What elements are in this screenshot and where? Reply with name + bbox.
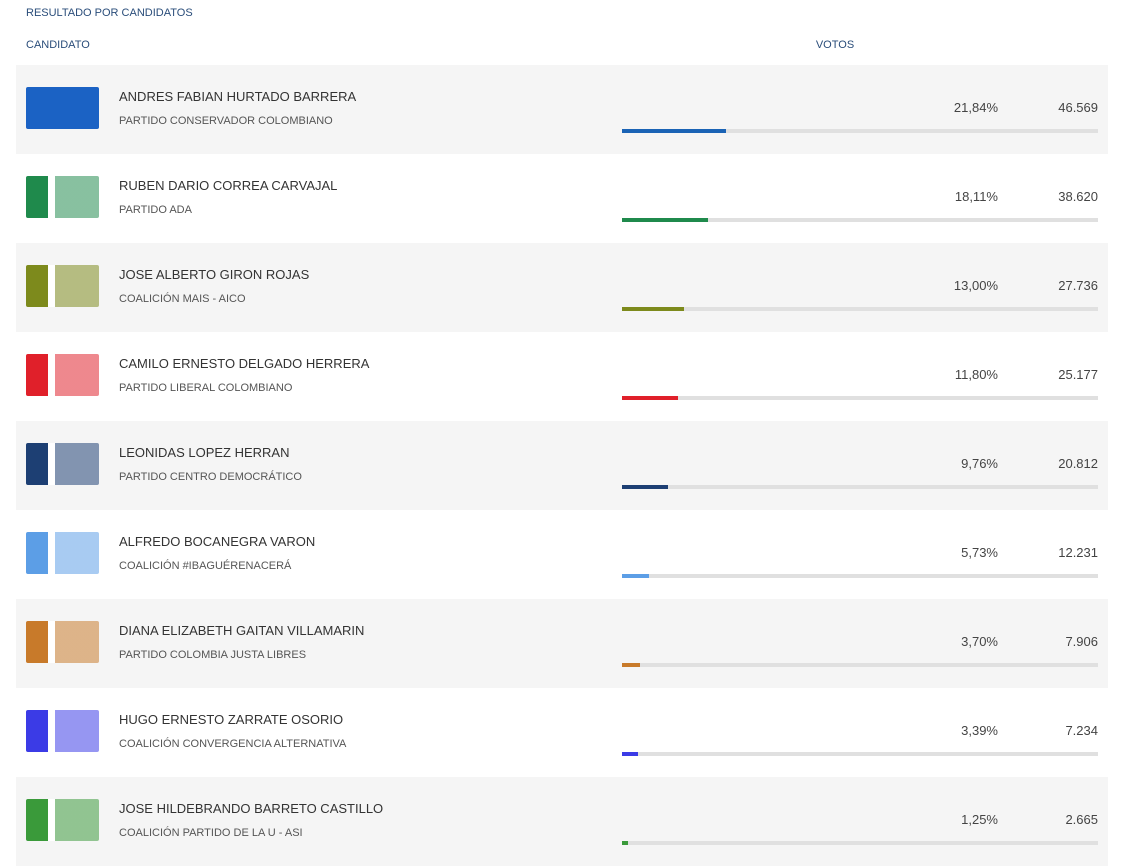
party-name: COALICIÓN MAIS - AICO: [119, 293, 246, 305]
candidate-row: JOSE ALBERTO GIRON ROJAS COALICIÓN MAIS -…: [16, 243, 1108, 332]
candidate-row: JOSE HILDEBRANDO BARRETO CASTILLO COALICI…: [16, 777, 1108, 866]
votes: 2.665: [1065, 812, 1098, 827]
votes: 7.906: [1065, 634, 1098, 649]
party-logo: [26, 87, 99, 129]
percent-bar: [622, 485, 669, 489]
candidate-name: JOSE ALBERTO GIRON ROJAS: [119, 267, 310, 282]
percent: 9,76%: [961, 456, 998, 471]
candidate-name: HUGO ERNESTO ZARRATE OSORIO: [119, 712, 344, 727]
party-logo: [26, 443, 99, 485]
bar-track: [622, 307, 1098, 311]
votes: 46.569: [1058, 100, 1098, 115]
percent: 11,80%: [954, 367, 998, 382]
bar-track: [622, 574, 1098, 578]
percent: 18,11%: [954, 189, 998, 204]
candidate-name: ANDRES FABIAN HURTADO BARRERA: [119, 89, 357, 104]
bar-track: [622, 752, 1098, 756]
candidate-row: HUGO ERNESTO ZARRATE OSORIO COALICIÓN CON…: [16, 688, 1108, 777]
candidate-name: JOSE HILDEBRANDO BARRETO CASTILLO: [119, 801, 384, 816]
votes: 20.812: [1058, 456, 1098, 471]
votes: 7.234: [1065, 723, 1098, 738]
candidate-row: RUBEN DARIO CORREA CARVAJAL PARTIDO ADA 18…: [16, 154, 1108, 243]
column-header: CANDIDATO: [26, 39, 90, 51]
percent: 21,84%: [953, 100, 998, 115]
percent-bar: [622, 307, 684, 311]
votes: 12.231: [1058, 545, 1098, 560]
bar-track: [622, 663, 1098, 667]
party-name: COALICIÓN #IBAGUÉRENACERÁ: [119, 560, 292, 572]
votes: 25.177: [1058, 367, 1098, 382]
party-logo: [26, 532, 99, 574]
party-logo: [26, 265, 99, 307]
percent-bar: [622, 841, 628, 845]
percent: 3,39%: [961, 723, 998, 738]
bar-track: [622, 218, 1098, 222]
candidate-row: ALFREDO BOCANEGRA VARON COALICIÓN #IBAGUÉ…: [16, 510, 1108, 599]
candidate-row: ANDRES FABIAN HURTADO BARRERA PARTIDO CON…: [16, 65, 1108, 154]
bar-track: [622, 396, 1098, 400]
bar-track: [622, 129, 1098, 133]
party-name: PARTIDO ADA: [119, 204, 192, 216]
percent-bar: [622, 129, 726, 133]
party-logo: [26, 710, 99, 752]
party-name: PARTIDO CENTRO DEMOCRÁTICO: [119, 471, 302, 483]
percent: 3,70%: [961, 634, 998, 649]
votes: 27.736: [1058, 278, 1098, 293]
party-name: PARTIDO COLOMBIA JUSTA LIBRES: [119, 649, 307, 661]
party-name: PARTIDO CONSERVADOR COLOMBIANO: [119, 115, 333, 127]
percent-bar: [622, 752, 639, 756]
candidate-row: LEONIDAS LOPEZ HERRAN PARTIDO CENTRO DEMO…: [16, 421, 1108, 510]
percent-bar: [622, 396, 679, 400]
candidate-name: DIANA ELIZABETH GAITAN VILLAMARIN: [119, 623, 365, 638]
percent-bar: [622, 218, 709, 222]
candidate-row: CAMILO ERNESTO DELGADO HERRERA PARTIDO LI…: [16, 332, 1108, 421]
bar-track: [622, 485, 1098, 489]
party-logo: [26, 176, 99, 218]
candidate-row: DIANA ELIZABETH GAITAN VILLAMARIN PARTIDO…: [16, 599, 1108, 688]
party-name: PARTIDO LIBERAL COLOMBIANO: [119, 382, 293, 394]
votes: 38.620: [1058, 189, 1098, 204]
percent: 5,73%: [961, 545, 998, 560]
candidate-name: LEONIDAS LOPEZ HERRAN: [119, 445, 290, 460]
party-logo: [26, 354, 99, 396]
bar-track: [622, 841, 1098, 845]
candidate-name: RUBEN DARIO CORREA CARVAJAL: [119, 178, 338, 193]
section-title: RESULTADO POR CANDIDATOS: [26, 7, 193, 19]
percent-bar: [622, 663, 640, 667]
candidate-name: ALFREDO BOCANEGRA VARON: [119, 534, 316, 549]
party-name: COALICIÓN CONVERGENCIA ALTERNATIVA: [119, 738, 347, 750]
party-name: COALICIÓN PARTIDO DE LA U - ASI: [119, 827, 303, 839]
percent-bar: [622, 574, 650, 578]
party-logo: [26, 799, 99, 841]
percent: 1,25%: [961, 812, 998, 827]
percent: 13,00%: [953, 278, 998, 293]
column-header: VOTOS: [815, 39, 855, 51]
candidate-name: CAMILO ERNESTO DELGADO HERRERA: [119, 356, 370, 371]
party-logo: [26, 621, 99, 663]
